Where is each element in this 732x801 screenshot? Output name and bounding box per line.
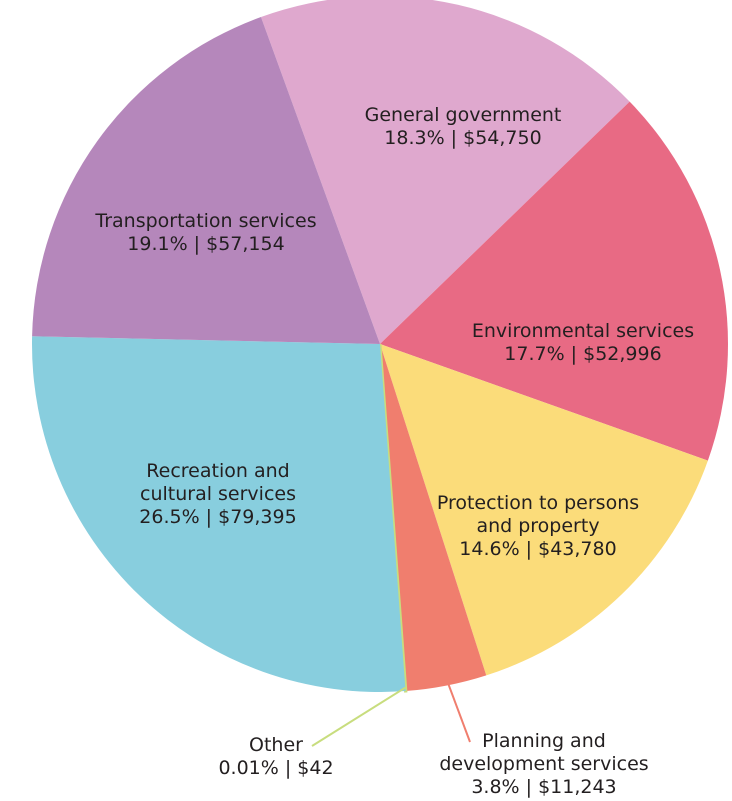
slice-label-name: cultural services <box>139 483 296 505</box>
pie-slice-other <box>378 343 408 693</box>
slice-label-value: 26.5% | $79,395 <box>139 506 297 528</box>
slice-label: General government 18.3% | $54,750 <box>365 104 562 150</box>
leader-line <box>311 686 406 747</box>
slice-label-name: Transportation services <box>95 210 317 232</box>
slice-label-value: 17.7% | $52,996 <box>504 343 662 365</box>
slice-label-name: Recreation and <box>146 460 290 482</box>
pie-slice-recreation-and-cultural-services <box>32 336 406 692</box>
pie-slice-general-government <box>260 0 630 344</box>
pie-slice-protection-to-persons-and-property <box>380 344 708 676</box>
slice-label: Transportation services 19.1% | $57,154 <box>95 210 316 256</box>
slice-label-name: General government <box>364 104 562 126</box>
slice-label: Recreation and cultural services 26.5% | $… <box>139 460 296 529</box>
slice-label-name: Protection to persons <box>436 492 640 514</box>
leader-line <box>442 671 471 743</box>
slice-label: Protection to persons and property 14.6% |… <box>437 492 639 561</box>
pie-slice-environmental-services <box>380 101 728 461</box>
slice-label-value: 0.01% | $42 <box>218 757 334 779</box>
slice-label: Planning and development services 3.8% | $… <box>439 730 648 799</box>
slice-label: Environmental services 17.7% | $52,996 <box>472 320 694 366</box>
slice-label-name: and property <box>476 515 600 537</box>
slice-label-name: Other <box>249 734 303 756</box>
pie-slice-transportation-services <box>32 16 380 344</box>
slice-label: Other 0.01% | $42 <box>218 734 333 780</box>
slice-label-value: 14.6% | $43,780 <box>459 538 617 560</box>
pie-slice-planning-and-development-services <box>380 344 487 692</box>
slice-label-name: development services <box>439 753 649 775</box>
slice-label-name: Environmental services <box>471 320 695 342</box>
slice-label-name: Planning and <box>482 730 606 752</box>
slice-label-value: 3.8% | $11,243 <box>471 776 617 798</box>
slice-label-value: 19.1% | $57,154 <box>127 233 285 255</box>
slice-label-value: 18.3% | $54,750 <box>384 127 542 149</box>
